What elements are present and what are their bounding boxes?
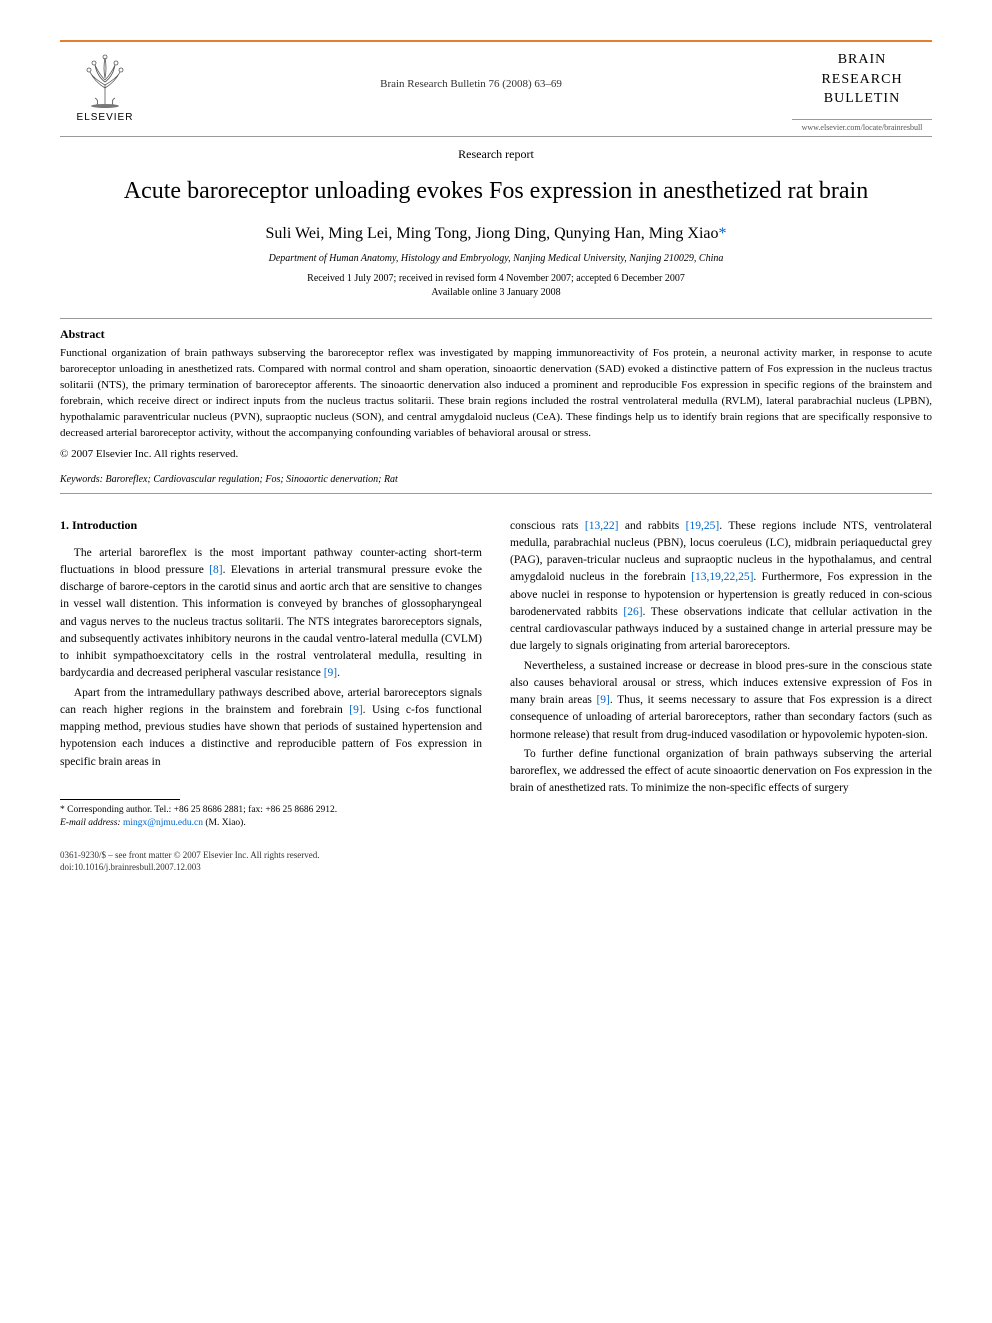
journal-name: BRAIN RESEARCH BULLETIN [792,50,932,120]
ref-link[interactable]: [13,19,22,25] [691,571,753,583]
header-center: Brain Research Bulletin 76 (2008) 63–69 [150,50,792,90]
journal-box: BRAIN RESEARCH BULLETIN www.elsevier.com… [792,50,932,132]
body-paragraph: conscious rats [13,22] and rabbits [19,2… [510,518,932,656]
journal-name-l1: BRAIN [838,52,887,67]
divider [60,493,932,494]
body-paragraph: The arterial baroreflex is the most impo… [60,545,482,683]
page-footer: 0361-9230/$ – see front matter © 2007 El… [60,850,932,873]
body-paragraph: Nevertheless, a sustained increase or de… [510,658,932,744]
journal-name-l2: RESEARCH [821,72,902,87]
dates-l2: Available online 3 January 2008 [431,287,560,298]
body-columns: 1. Introduction The arterial baroreflex … [60,518,932,831]
footnote-separator [60,799,180,800]
corr-email-who: (M. Xiao). [205,818,245,828]
journal-url[interactable]: www.elsevier.com/locate/brainresbull [792,123,932,132]
corr-email[interactable]: mingx@njmu.edu.cn [123,818,203,828]
keywords-label: Keywords: [60,474,103,485]
dates-l1: Received 1 July 2007; received in revise… [307,273,685,284]
ref-link[interactable]: [13,22] [585,520,619,532]
corresponding-star[interactable]: * [719,225,727,242]
corr-contact: * Corresponding author. Tel.: +86 25 868… [60,804,482,817]
section-heading: 1. Introduction [60,518,482,533]
elsevier-tree-icon [75,50,135,110]
footer-doi: doi:10.1016/j.brainresbull.2007.12.003 [60,862,932,874]
ref-link[interactable]: [19,25] [686,520,720,532]
publisher-logo: ELSEVIER [60,50,150,123]
ref-link[interactable]: [9] [596,694,609,706]
divider [60,318,932,319]
body-paragraph: To further define functional organizatio… [510,746,932,798]
author-list: Suli Wei, Ming Lei, Ming Tong, Jiong Din… [60,225,932,243]
right-column: conscious rats [13,22] and rabbits [19,2… [510,518,932,831]
email-label: E-mail address: [60,818,121,828]
body-paragraph: Apart from the intramedullary pathways d… [60,685,482,771]
report-type: Research report [60,147,932,162]
ref-link[interactable]: [9] [349,704,362,716]
header-bar: ELSEVIER Brain Research Bulletin 76 (200… [60,40,932,137]
keywords-line: Keywords: Baroreflex; Cardiovascular reg… [60,474,932,485]
ref-link[interactable]: [8] [209,564,222,576]
keywords-values: Baroreflex; Cardiovascular regulation; F… [105,474,397,485]
left-column: 1. Introduction The arterial baroreflex … [60,518,482,831]
ref-link[interactable]: [26] [623,606,642,618]
journal-name-l3: BULLETIN [824,91,900,106]
abstract-copyright: © 2007 Elsevier Inc. All rights reserved… [60,448,932,460]
affiliation: Department of Human Anatomy, Histology a… [60,253,932,264]
abstract-heading: Abstract [60,327,932,342]
corresponding-footnote: * Corresponding author. Tel.: +86 25 868… [60,804,482,831]
footer-l1: 0361-9230/$ – see front matter © 2007 El… [60,850,932,862]
article-dates: Received 1 July 2007; received in revise… [60,272,932,300]
abstract-text: Functional organization of brain pathway… [60,346,932,442]
author-names: Suli Wei, Ming Lei, Ming Tong, Jiong Din… [266,225,719,242]
article-title: Acute baroreceptor unloading evokes Fos … [60,176,932,207]
citation-text: Brain Research Bulletin 76 (2008) 63–69 [150,78,792,90]
publisher-name: ELSEVIER [77,112,134,123]
ref-link[interactable]: [9] [324,667,337,679]
